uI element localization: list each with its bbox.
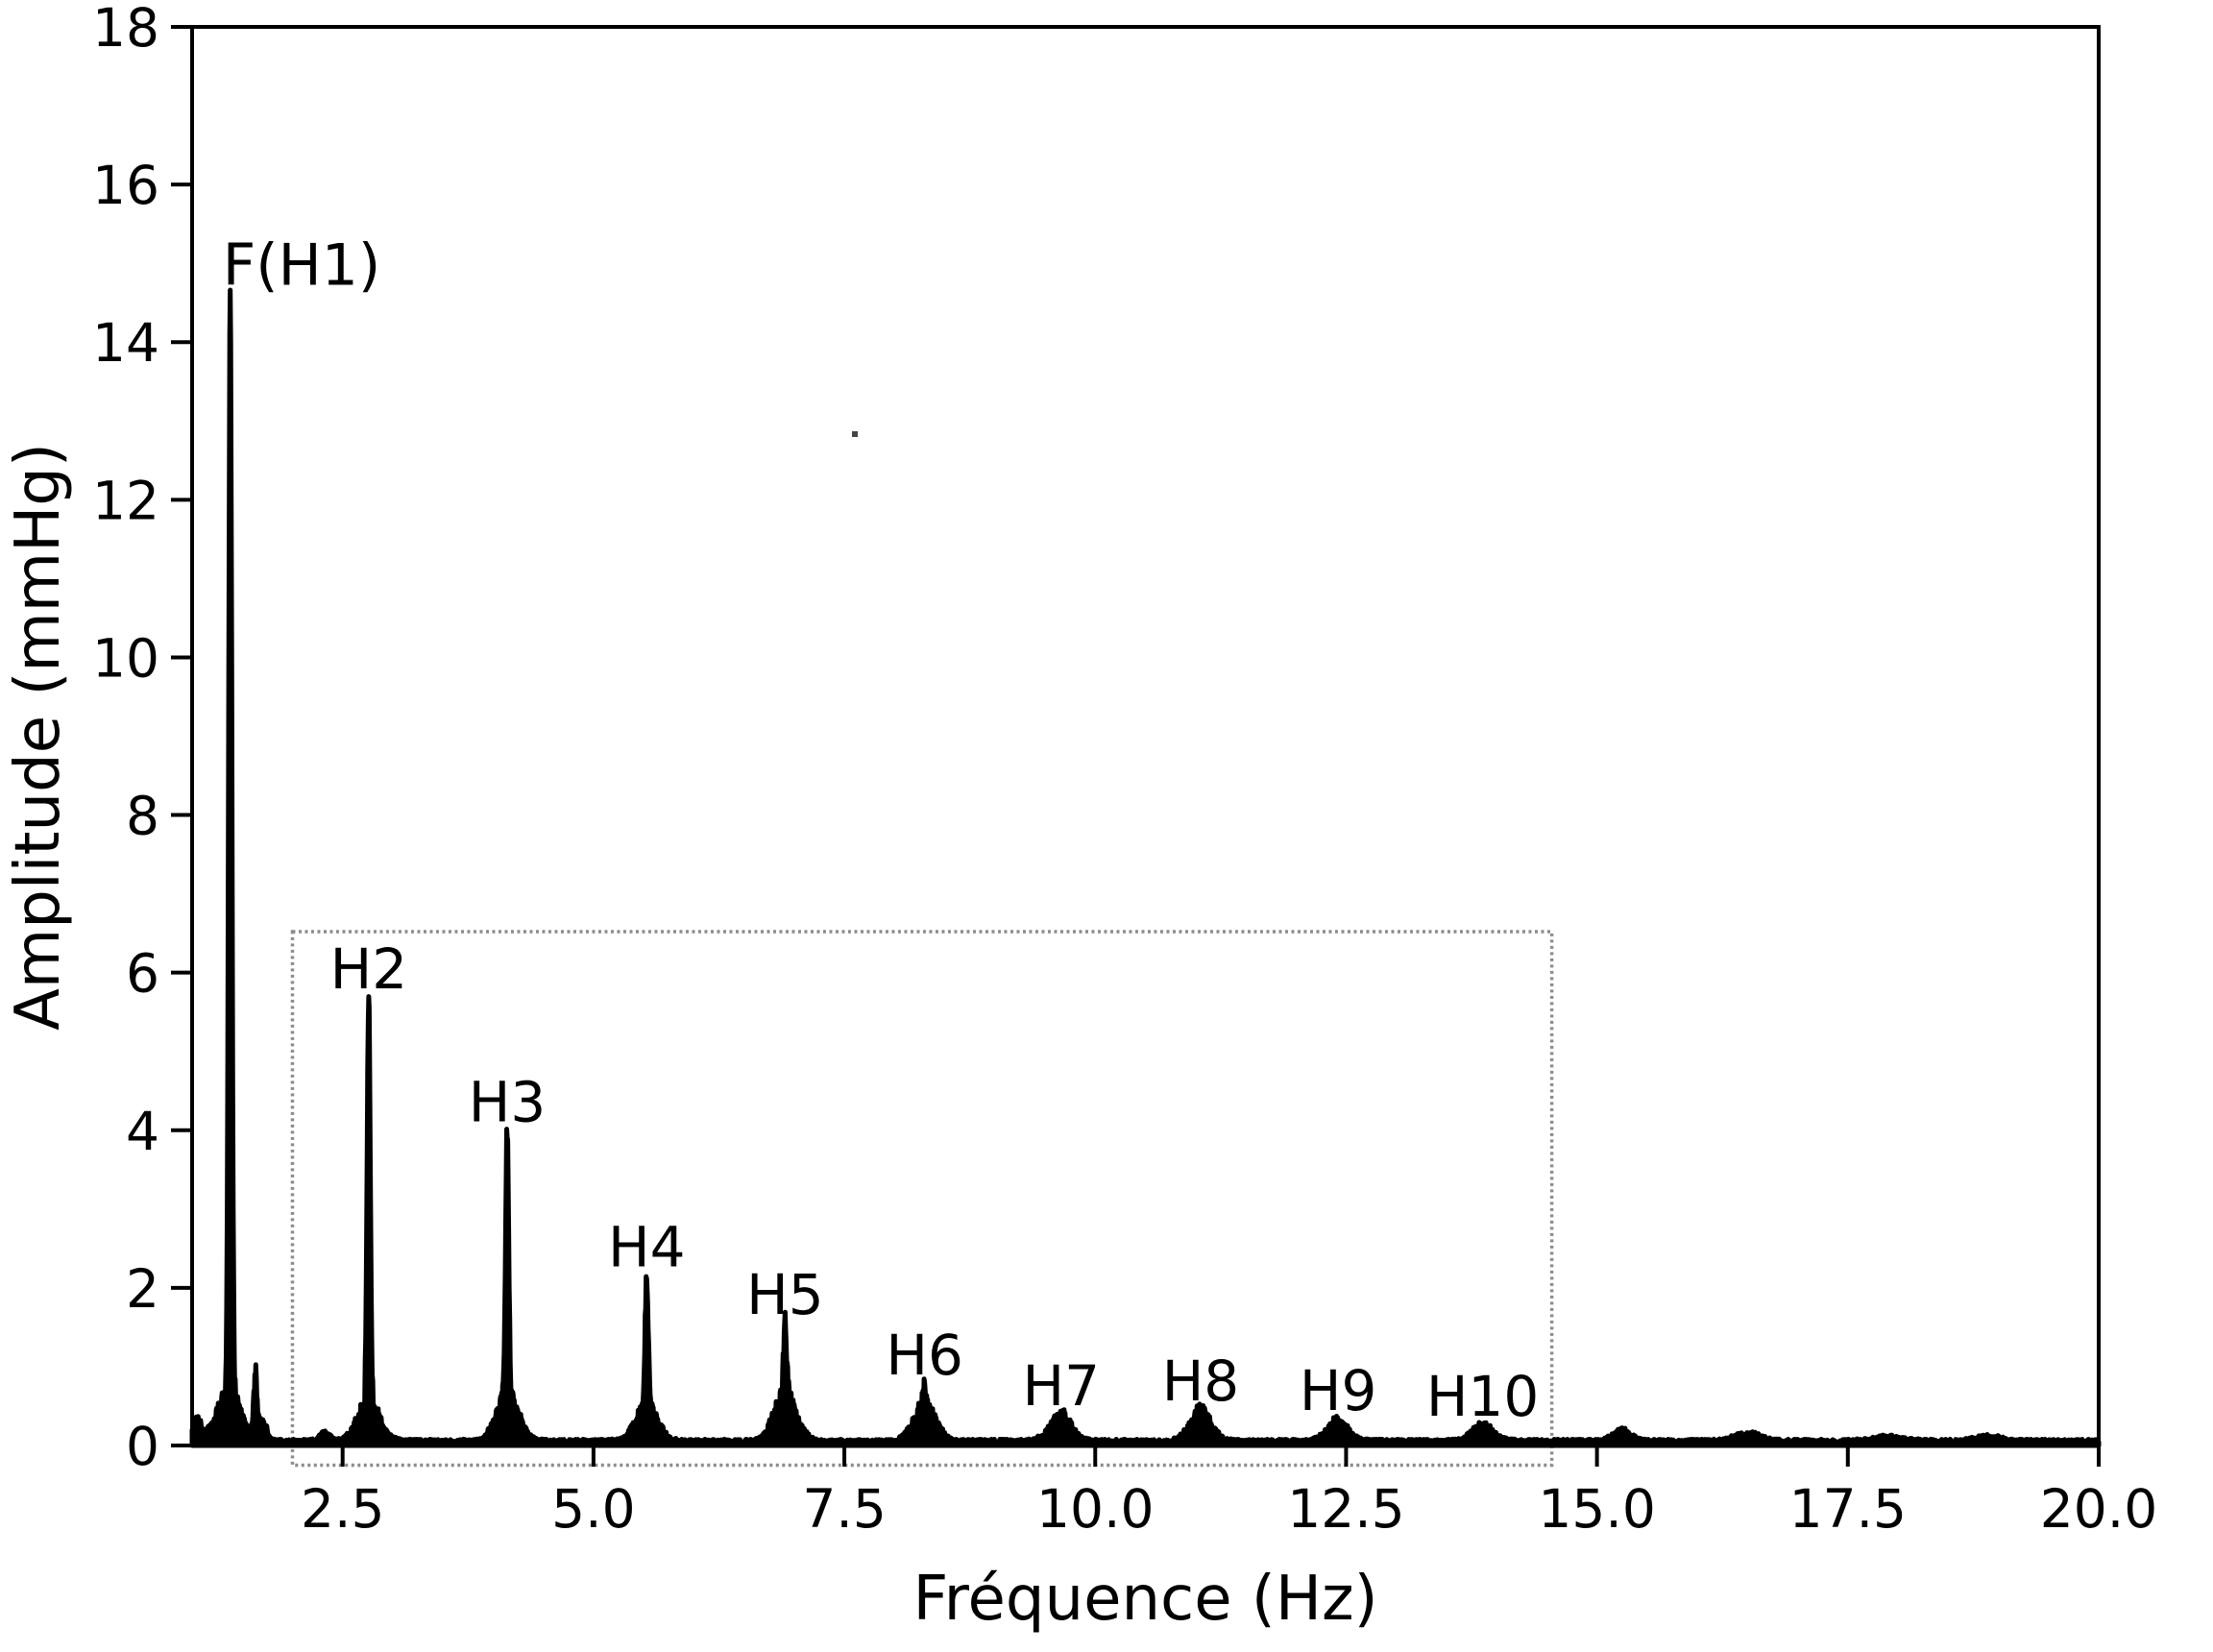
y-tick-label: 0	[126, 1416, 159, 1477]
speck-artifact	[852, 431, 858, 437]
peak-label: H5	[746, 1262, 824, 1327]
spectrum-trace	[189, 287, 2102, 1448]
peak-label: H2	[330, 936, 408, 1002]
y-tick-label: 6	[126, 943, 159, 1005]
y-tick-label: 18	[92, 0, 159, 59]
y-tick-label: 12	[92, 470, 159, 531]
x-tick-label: 12.5	[1287, 1478, 1404, 1540]
x-tick-label: 7.5	[802, 1478, 886, 1540]
peak-label: H10	[1426, 1364, 1539, 1429]
y-tick-label: 2	[126, 1258, 159, 1320]
y-axis-label: Amplitude (mmHg)	[3, 443, 74, 1031]
y-tick-label: 14	[92, 312, 159, 374]
harmonics-box	[290, 930, 1554, 1468]
y-tick-label: 4	[126, 1101, 159, 1162]
peak-label: H4	[608, 1215, 686, 1280]
x-tick-label: 15.0	[1538, 1478, 1655, 1540]
peak-label: H6	[886, 1323, 963, 1388]
x-tick-label: 2.5	[301, 1478, 384, 1540]
x-axis-label: Fréquence (Hz)	[912, 1564, 1378, 1635]
x-tick-label: 20.0	[2040, 1478, 2157, 1540]
y-tick-label: 8	[126, 786, 159, 847]
y-tick-label: 10	[92, 627, 159, 689]
peak-label: H8	[1162, 1348, 1240, 1414]
plot-border	[190, 25, 2101, 1447]
x-tick-label: 10.0	[1036, 1478, 1154, 1540]
peak-label: H3	[469, 1070, 547, 1135]
x-tick-label: 5.0	[551, 1478, 635, 1540]
x-tick-label: 17.5	[1789, 1478, 1907, 1540]
peak-label: H7	[1022, 1353, 1100, 1419]
peak-label: H9	[1300, 1358, 1377, 1423]
peak-label: F(H1)	[223, 231, 381, 299]
y-tick-label: 16	[92, 155, 159, 216]
